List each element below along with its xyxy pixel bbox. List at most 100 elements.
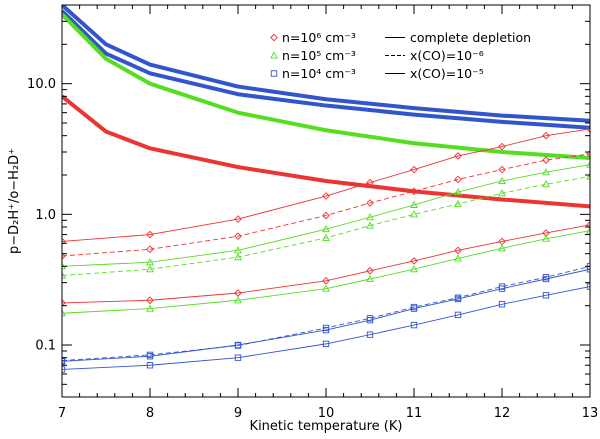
triangle-marker [234, 246, 242, 254]
triangle-marker [234, 253, 242, 261]
legend-label-n6: n=10⁶ cm⁻³ [282, 30, 356, 45]
triangle-marker [62, 309, 66, 317]
y-tick-label: 10.0 [27, 77, 56, 92]
legend-label-n4: n=10⁴ cm⁻³ [282, 66, 356, 81]
series-line-8 [62, 224, 590, 304]
triangle-marker [410, 210, 418, 218]
y-axis-title: p−D₂H⁺/o−H₂D⁺ [7, 148, 22, 254]
square-marker [62, 357, 66, 364]
square-marker [270, 70, 278, 77]
diamond-marker [454, 175, 462, 184]
square-marker [146, 351, 154, 359]
square-marker [62, 366, 66, 373]
series-line-5 [62, 153, 590, 257]
triangle-marker [410, 265, 418, 273]
diamond-marker [586, 150, 590, 158]
axes-layer: 7 8 9 10 11 12 13 0.1 1.0 10.0 [27, 4, 599, 421]
legend-label-xco-1e-6: x(CO)=10⁻⁶ [410, 48, 484, 63]
diamond-marker [454, 246, 462, 255]
diamond-marker [366, 199, 374, 207]
diamond-marker [586, 221, 590, 229]
diamond-marker [454, 152, 462, 160]
diamond-marker [146, 296, 154, 305]
diamond-marker [586, 125, 590, 133]
y-tick-label: 0.1 [35, 339, 56, 354]
diamond-marker [542, 156, 550, 164]
triangle-marker [270, 51, 278, 59]
triangle-marker [542, 234, 550, 242]
y-tick-label: 1.0 [35, 208, 56, 223]
triangle-marker [146, 304, 154, 312]
diamond-marker [542, 131, 550, 140]
diamond-marker [234, 232, 242, 241]
diamond-marker [146, 245, 154, 254]
x-tick-label: 12 [494, 406, 511, 421]
series-line-12 [62, 286, 590, 370]
diamond-marker [62, 299, 66, 307]
x-tick-label: 8 [146, 406, 154, 421]
diamond-marker [366, 266, 374, 275]
triangle-marker [498, 244, 506, 252]
series-layer [62, 5, 590, 373]
diamond-marker [410, 187, 418, 196]
series-line-10 [62, 268, 590, 362]
diamond-marker [62, 252, 66, 260]
series-group [62, 5, 590, 373]
square-marker [454, 311, 462, 319]
triangle-marker [454, 199, 462, 207]
diamond-marker [410, 257, 418, 265]
square-marker [366, 331, 374, 338]
series-line-6 [62, 164, 590, 267]
series-line-11 [62, 265, 590, 362]
legend: n=10⁶ cm⁻³ n=10⁵ cm⁻³ n=10⁴ cm⁻³ complet… [270, 30, 531, 81]
legend-label-complete-depletion: complete depletion [410, 30, 531, 45]
diamond-marker [62, 237, 66, 246]
legend-label-n5: n=10⁵ cm⁻³ [282, 48, 356, 63]
triangle-marker [62, 271, 66, 279]
diamond-marker [498, 165, 506, 174]
series-line-2 [62, 12, 590, 160]
x-tick-label: 13 [582, 406, 599, 421]
diamond-marker [322, 276, 330, 285]
square-marker [234, 342, 242, 349]
x-tick-label: 7 [58, 406, 66, 421]
square-marker [498, 283, 506, 290]
triangle-marker [366, 213, 374, 221]
triangle-marker [366, 221, 374, 229]
diamond-marker [146, 230, 154, 239]
triangle-marker [542, 168, 550, 176]
square-marker [146, 362, 154, 369]
x-tick-label: 10 [318, 406, 335, 421]
triangle-marker [454, 254, 462, 262]
diamond-marker [322, 192, 330, 200]
series-line-0 [62, 5, 590, 123]
diamond-marker [410, 165, 418, 174]
diamond-marker [270, 33, 278, 42]
triangle-marker [322, 233, 330, 241]
diamond-marker [366, 178, 374, 187]
legend-label-xco-1e-5: x(CO)=10⁻⁵ [410, 66, 484, 81]
triangle-marker [234, 296, 242, 304]
series-line-1 [62, 9, 590, 130]
triangle-marker [146, 265, 154, 273]
triangle-marker [322, 284, 330, 292]
series-line-7 [62, 175, 590, 277]
series-line-9 [62, 230, 590, 314]
triangle-marker [586, 226, 590, 234]
x-axis-title: Kinetic temperature (K) [250, 419, 403, 434]
diamond-marker [498, 142, 506, 151]
triangle-marker [586, 172, 590, 180]
triangle-marker [498, 176, 506, 184]
square-marker [542, 292, 550, 299]
diamond-marker [322, 211, 330, 220]
square-marker [234, 354, 242, 361]
triangle-marker [366, 274, 374, 283]
square-marker [498, 301, 506, 308]
triangle-marker [586, 160, 590, 168]
square-marker [454, 294, 462, 301]
series-line-4 [62, 128, 590, 242]
square-marker [542, 274, 550, 281]
square-marker [322, 324, 330, 332]
square-marker [410, 303, 418, 311]
